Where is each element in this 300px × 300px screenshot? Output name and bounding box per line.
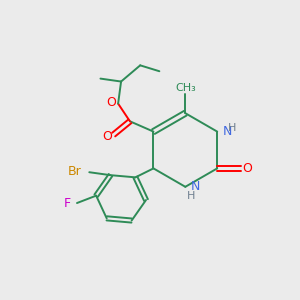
Text: CH₃: CH₃ [175, 82, 196, 93]
Text: H: H [228, 123, 237, 133]
Text: O: O [102, 130, 112, 142]
Text: H: H [186, 191, 195, 201]
Text: N: N [190, 180, 200, 193]
Text: O: O [242, 162, 252, 175]
Text: N: N [223, 125, 232, 138]
Text: F: F [63, 197, 70, 210]
Text: O: O [107, 96, 117, 109]
Text: Br: Br [67, 165, 81, 178]
